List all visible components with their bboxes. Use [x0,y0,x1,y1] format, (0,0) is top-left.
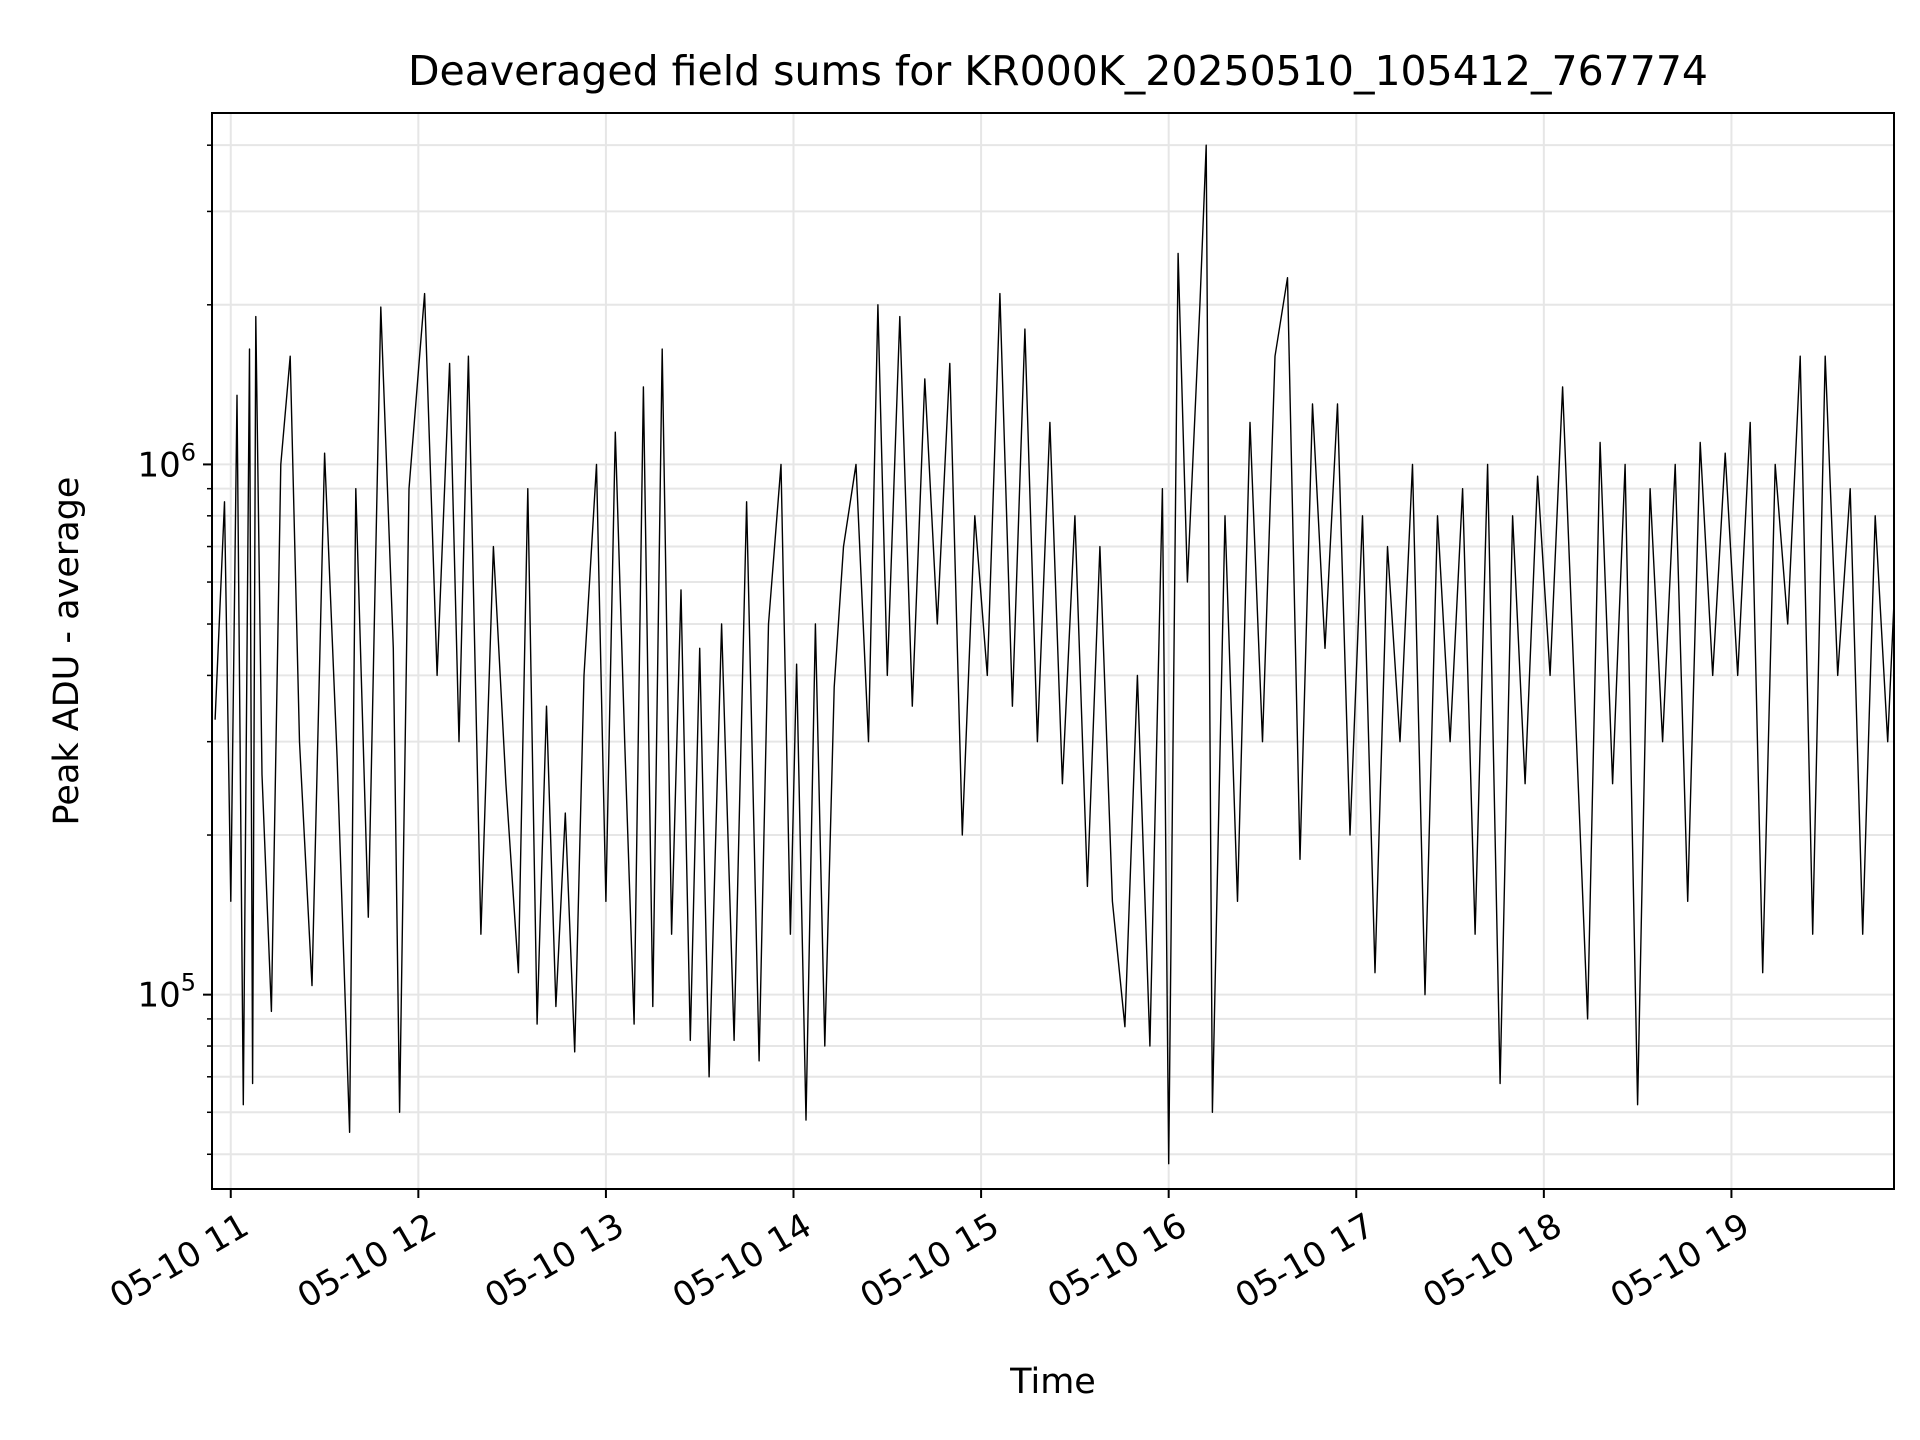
y-axis-label: Peak ADU - average [47,477,87,826]
x-axis-label: Time [1009,1362,1096,1402]
plot-frame [211,112,1895,1190]
plot-area [214,144,1895,1165]
y-tick-label: 105 [137,969,196,1016]
chart-title: Deaveraged field sums for KR000K_2025051… [408,47,1708,95]
y-tick-label: 106 [137,438,196,485]
series-line [214,144,1895,1165]
y-axis: 105 106 [137,144,212,1156]
